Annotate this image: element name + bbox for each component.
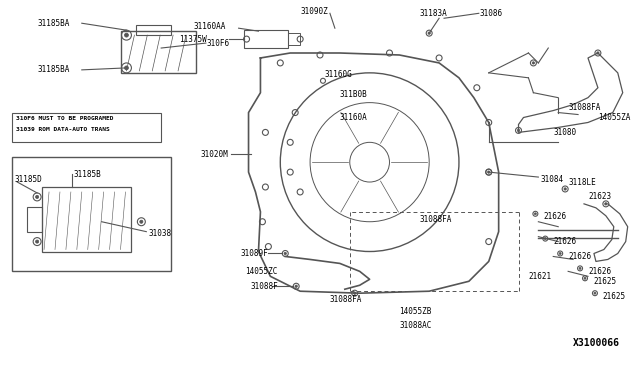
Text: X3100066: X3100066 <box>573 338 620 348</box>
Text: 31185BA: 31185BA <box>37 19 70 28</box>
Text: 31090Z: 31090Z <box>300 7 328 16</box>
Text: 31160G: 31160G <box>325 70 353 79</box>
Circle shape <box>284 252 287 255</box>
Circle shape <box>544 238 547 240</box>
Text: 31160A: 31160A <box>340 113 367 122</box>
Bar <box>244 30 288 48</box>
Text: 31038: 31038 <box>148 229 172 238</box>
Circle shape <box>564 188 566 190</box>
Text: 31089F: 31089F <box>241 249 268 258</box>
Circle shape <box>295 285 298 288</box>
Text: 310F6 MUST TO BE PROGRAMED: 310F6 MUST TO BE PROGRAMED <box>16 116 114 122</box>
Text: 31088FA: 31088FA <box>330 295 362 304</box>
Text: 31088F: 31088F <box>250 282 278 291</box>
Bar <box>122 31 196 73</box>
Text: 31183A: 31183A <box>419 9 447 18</box>
Text: 31084: 31084 <box>540 174 563 183</box>
Circle shape <box>124 66 129 70</box>
Circle shape <box>579 267 581 269</box>
Text: 31020M: 31020M <box>201 150 228 159</box>
Bar <box>42 187 131 251</box>
Text: 3118LE: 3118LE <box>568 177 596 186</box>
Text: 11375W: 11375W <box>179 35 207 44</box>
Circle shape <box>559 253 561 254</box>
Circle shape <box>140 220 143 223</box>
Text: 21626: 21626 <box>553 237 577 246</box>
Circle shape <box>353 292 356 294</box>
Text: 31088FA: 31088FA <box>419 215 452 224</box>
Circle shape <box>594 292 596 294</box>
Bar <box>28 207 42 232</box>
Bar <box>136 25 171 35</box>
Text: 21626: 21626 <box>568 252 591 261</box>
Text: 14055ZA: 14055ZA <box>598 113 630 122</box>
Circle shape <box>428 32 430 34</box>
Text: 31185B: 31185B <box>74 170 102 179</box>
Text: 311B0B: 311B0B <box>340 90 367 99</box>
Text: 31088AC: 31088AC <box>399 321 432 330</box>
Text: 21626: 21626 <box>543 212 566 221</box>
Text: 21621: 21621 <box>529 272 552 281</box>
Text: 31080: 31080 <box>553 128 577 137</box>
Text: 21623: 21623 <box>588 192 611 201</box>
Text: 14055ZC: 14055ZC <box>246 267 278 276</box>
Circle shape <box>36 240 38 243</box>
Text: 31039 ROM DATA-AUTO TRANS: 31039 ROM DATA-AUTO TRANS <box>16 128 110 132</box>
Circle shape <box>605 203 607 205</box>
Circle shape <box>596 52 599 54</box>
Text: 31086: 31086 <box>480 9 503 18</box>
Text: 21626: 21626 <box>588 267 611 276</box>
Circle shape <box>584 277 586 279</box>
Circle shape <box>517 129 520 132</box>
Bar <box>288 33 300 45</box>
Text: 31185BA: 31185BA <box>37 65 70 74</box>
Text: 310F6: 310F6 <box>207 39 230 48</box>
Text: 21625: 21625 <box>603 292 626 301</box>
Text: 31088FA: 31088FA <box>568 103 600 112</box>
Circle shape <box>534 213 536 215</box>
Circle shape <box>532 62 534 64</box>
Circle shape <box>488 171 490 173</box>
Circle shape <box>36 195 38 199</box>
Text: 31160AA: 31160AA <box>194 22 227 31</box>
Text: 31185D: 31185D <box>14 174 42 183</box>
Bar <box>12 157 171 271</box>
Text: 21625: 21625 <box>593 277 616 286</box>
Text: 14055ZB: 14055ZB <box>399 307 432 315</box>
Circle shape <box>124 33 129 37</box>
